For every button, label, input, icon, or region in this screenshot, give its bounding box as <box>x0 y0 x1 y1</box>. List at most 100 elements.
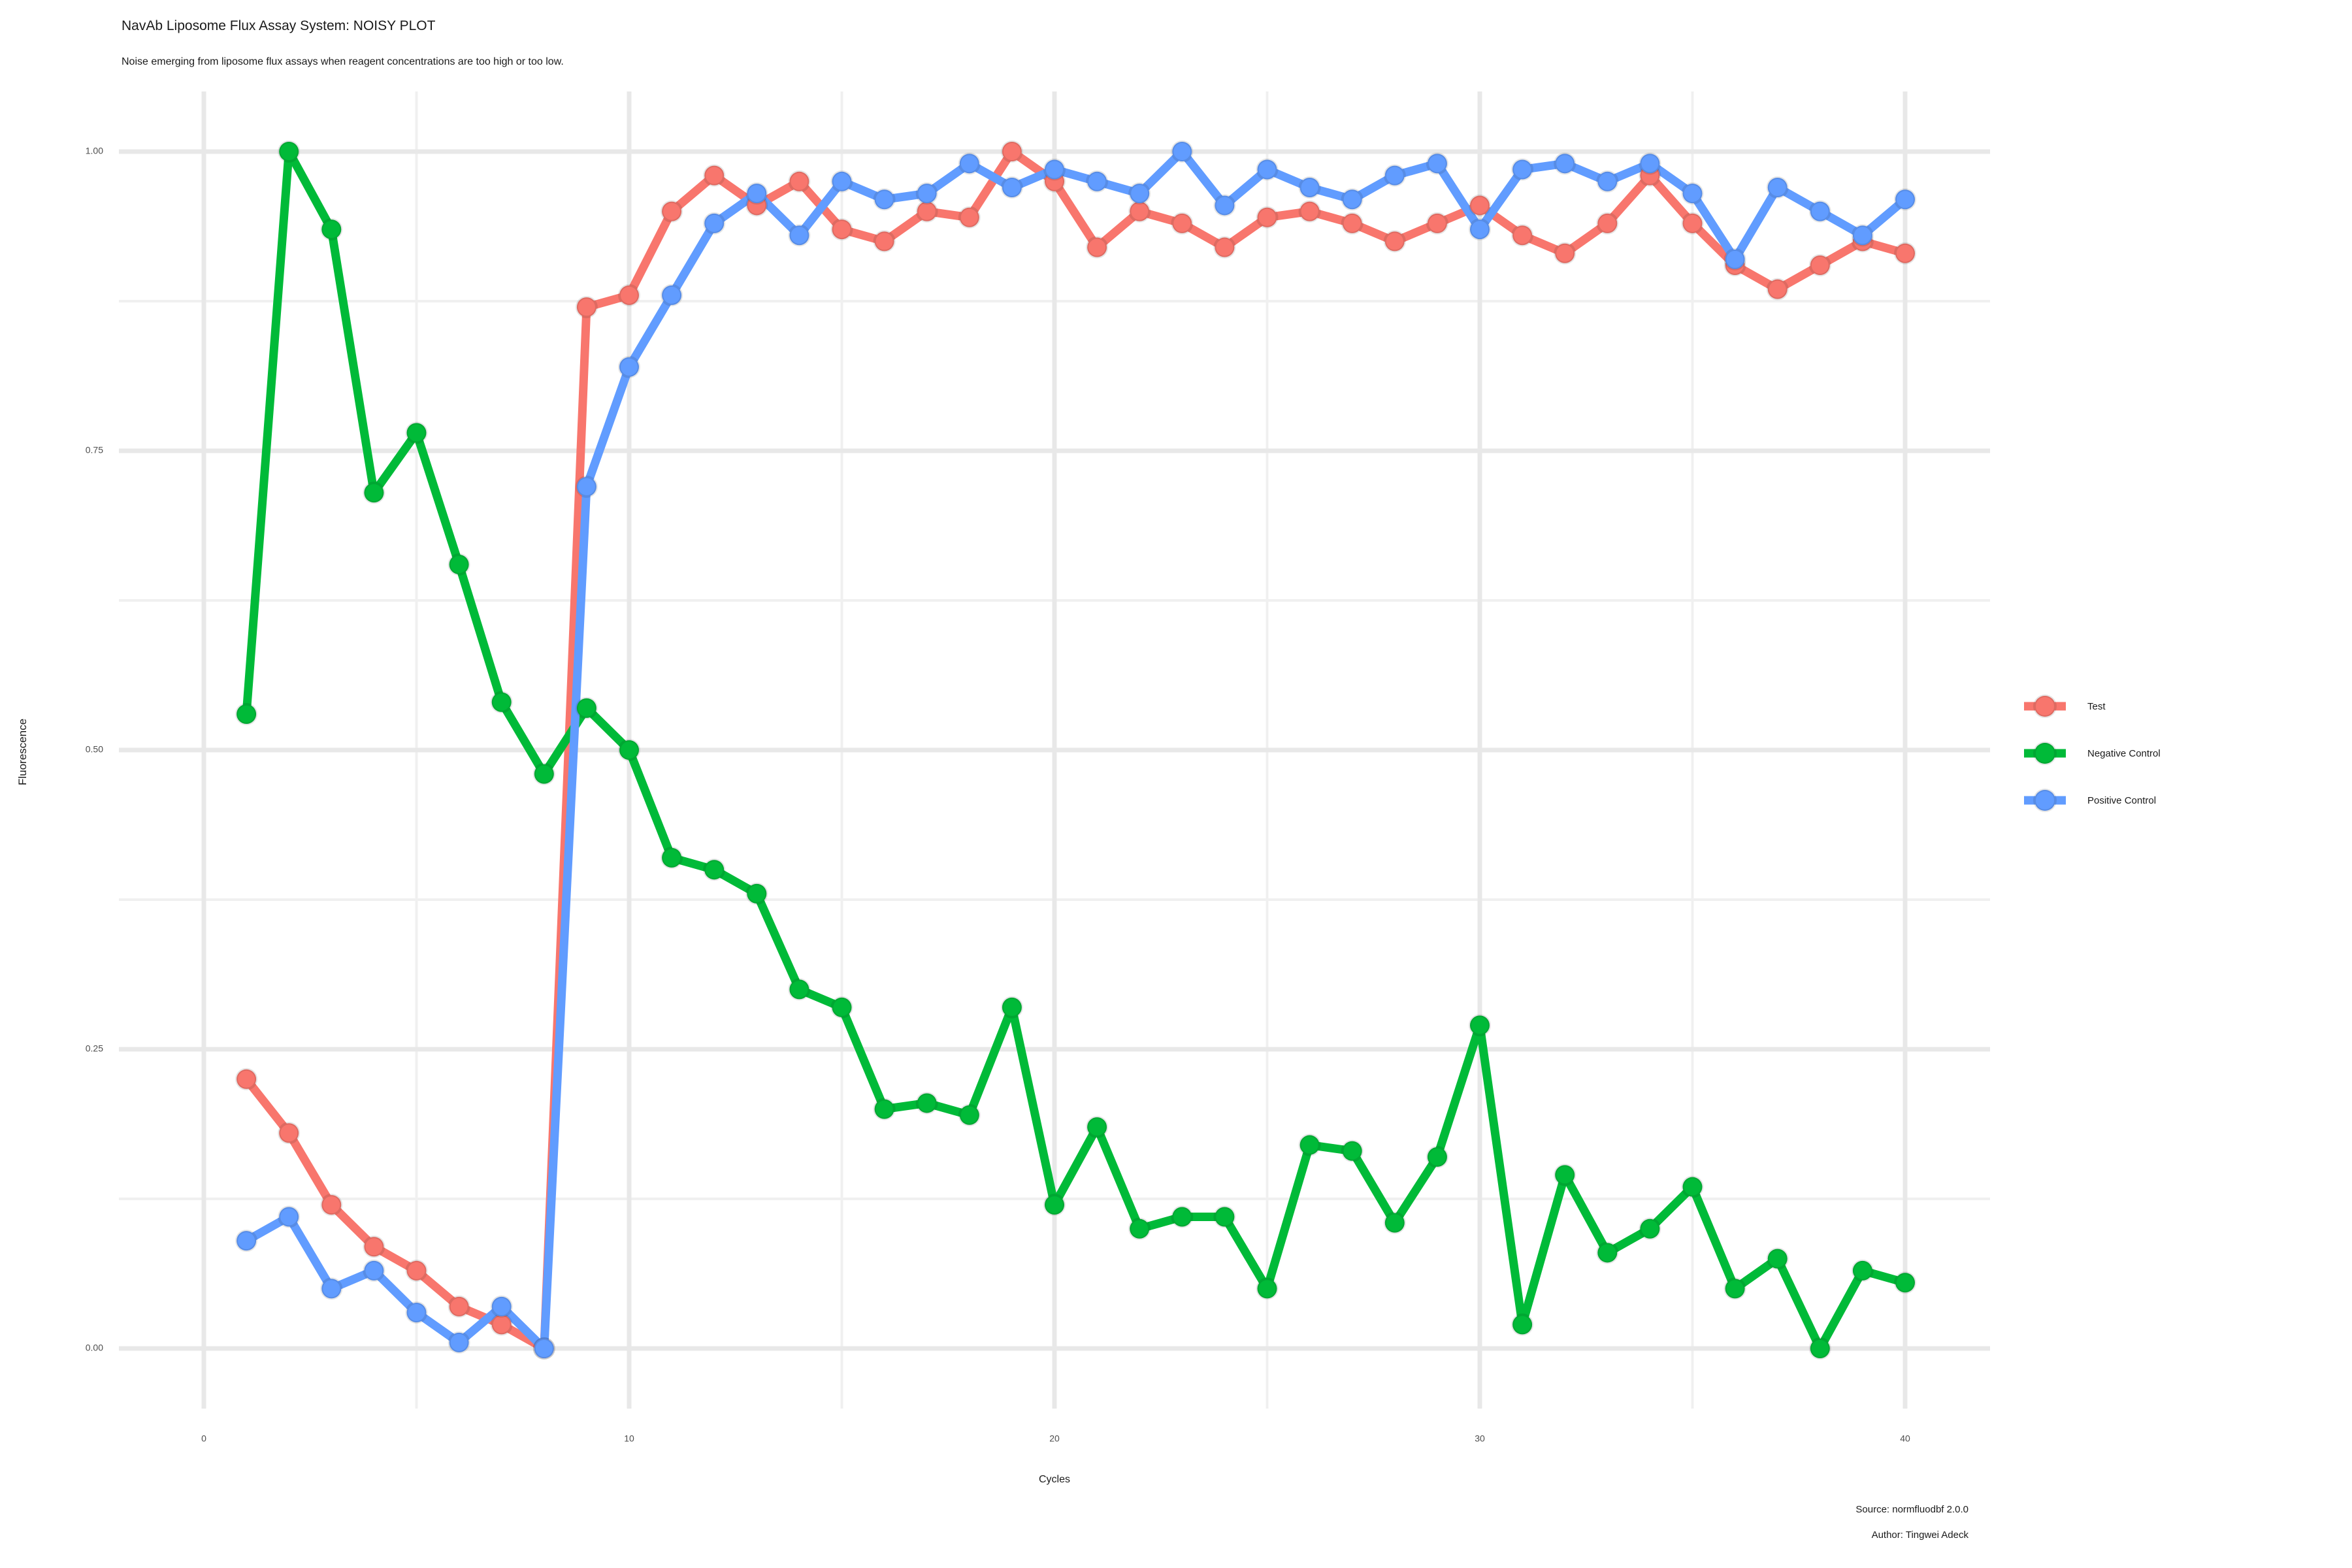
data-point-positive-control <box>788 224 811 247</box>
y-tick-label: 0.50 <box>86 744 103 755</box>
data-point-negative-control <box>448 553 470 576</box>
legend-item-negative-control: Negative Control <box>2024 730 2161 777</box>
data-point-negative-control <box>873 1098 896 1120</box>
data-point-test <box>788 170 811 193</box>
x-tick-label: 10 <box>624 1433 634 1443</box>
legend-label: Test <box>2087 700 2106 712</box>
data-point-positive-control <box>915 182 938 205</box>
x-tick-label: 0 <box>201 1433 206 1443</box>
legend: Test Negative Control Positive Control <box>2024 683 2161 824</box>
data-point-test <box>1171 212 1194 235</box>
data-point-positive-control <box>745 182 768 205</box>
data-point-test <box>661 200 683 223</box>
legend-key-icon <box>2024 789 2066 812</box>
legend-key-icon <box>2024 694 2066 718</box>
legend-key-point <box>2033 742 2057 765</box>
data-point-test <box>1426 212 1448 235</box>
data-point-positive-control <box>575 475 598 498</box>
data-point-positive-control <box>1298 176 1321 199</box>
data-point-positive-control <box>830 170 853 193</box>
data-point-test <box>1341 212 1364 235</box>
data-point-test <box>618 284 640 306</box>
x-axis-title: Cycles <box>1038 1474 1070 1485</box>
legend-key-icon <box>2024 742 2066 765</box>
data-point-positive-control <box>1639 152 1661 175</box>
data-point-test <box>830 218 853 241</box>
legend-key-point <box>2033 789 2057 812</box>
data-point-negative-control <box>1341 1139 1364 1162</box>
data-point-positive-control <box>1043 158 1066 181</box>
legend-item-test: Test <box>2024 683 2161 730</box>
series-line-positive-control <box>242 147 1910 1353</box>
data-point-negative-control <box>1213 1205 1236 1228</box>
data-point-positive-control <box>1256 158 1279 181</box>
data-point-test <box>1000 140 1023 163</box>
data-point-negative-control <box>703 858 726 881</box>
data-point-positive-control <box>1086 170 1109 193</box>
data-point-negative-control <box>1766 1247 1789 1270</box>
data-point-negative-control <box>1043 1194 1066 1217</box>
data-point-test <box>703 164 726 187</box>
data-point-positive-control <box>618 355 640 378</box>
plot-subtitle: Noise emerging from liposome flux assays… <box>122 56 564 67</box>
data-point-positive-control <box>405 1301 428 1324</box>
legend-key-point <box>2033 694 2057 718</box>
data-point-negative-control <box>1639 1217 1661 1240</box>
data-point-positive-control <box>235 1230 258 1252</box>
data-point-positive-control <box>1426 152 1448 175</box>
data-point-negative-control <box>745 882 768 905</box>
data-point-test <box>1554 242 1576 265</box>
data-point-positive-control <box>1469 218 1491 241</box>
data-point-positive-control <box>1511 158 1534 181</box>
data-point-negative-control <box>405 421 428 444</box>
data-point-positive-control <box>448 1331 470 1354</box>
data-point-negative-control <box>1000 996 1023 1019</box>
data-point-test <box>1894 242 1916 265</box>
x-tick-label: 40 <box>1900 1433 1910 1443</box>
data-point-negative-control <box>830 996 853 1019</box>
data-point-negative-control <box>1298 1134 1321 1156</box>
data-point-negative-control <box>363 482 385 504</box>
data-point-negative-control <box>1426 1145 1448 1168</box>
data-point-positive-control <box>532 1337 555 1360</box>
data-point-positive-control <box>1723 248 1746 270</box>
data-point-positive-control <box>703 212 726 235</box>
data-point-positive-control <box>1213 194 1236 217</box>
data-point-positive-control <box>1681 182 1704 205</box>
data-point-test <box>958 206 981 229</box>
data-point-negative-control <box>1554 1164 1576 1186</box>
data-point-negative-control <box>320 218 343 241</box>
data-point-negative-control <box>1383 1211 1406 1234</box>
data-point-negative-control <box>1128 1217 1151 1240</box>
y-axis-title: Fluorescence <box>16 718 29 786</box>
data-point-test <box>235 1068 258 1090</box>
data-point-test <box>1766 278 1789 301</box>
data-point-negative-control <box>1171 1205 1194 1228</box>
data-point-test <box>320 1194 343 1217</box>
data-point-negative-control <box>1808 1337 1831 1360</box>
data-point-positive-control <box>1554 152 1576 175</box>
data-point-test <box>1596 212 1619 235</box>
data-point-test <box>1469 194 1491 217</box>
data-point-positive-control <box>278 1205 301 1228</box>
data-point-negative-control <box>1723 1277 1746 1300</box>
data-point-test <box>1681 212 1704 235</box>
data-point-negative-control <box>915 1092 938 1115</box>
legend-item-positive-control: Positive Control <box>2024 777 2161 824</box>
data-point-negative-control <box>1511 1313 1534 1336</box>
data-point-test <box>873 230 896 253</box>
data-point-test <box>405 1259 428 1282</box>
data-point-positive-control <box>1596 170 1619 193</box>
data-point-negative-control <box>1469 1014 1491 1037</box>
caption: Source: normfluodbf 2.0.0 Author: Tingwe… <box>1855 1504 1968 1555</box>
data-point-positive-control <box>958 152 981 175</box>
data-point-test <box>1511 224 1534 247</box>
data-point-test <box>448 1295 470 1318</box>
data-point-test <box>1256 206 1279 229</box>
data-point-positive-control <box>1000 176 1023 199</box>
data-point-positive-control <box>1766 176 1789 199</box>
plot-title: NavAb Liposome Flux Assay System: NOISY … <box>122 18 436 33</box>
data-point-negative-control <box>1256 1277 1279 1300</box>
y-tick-label: 0.75 <box>86 445 103 455</box>
